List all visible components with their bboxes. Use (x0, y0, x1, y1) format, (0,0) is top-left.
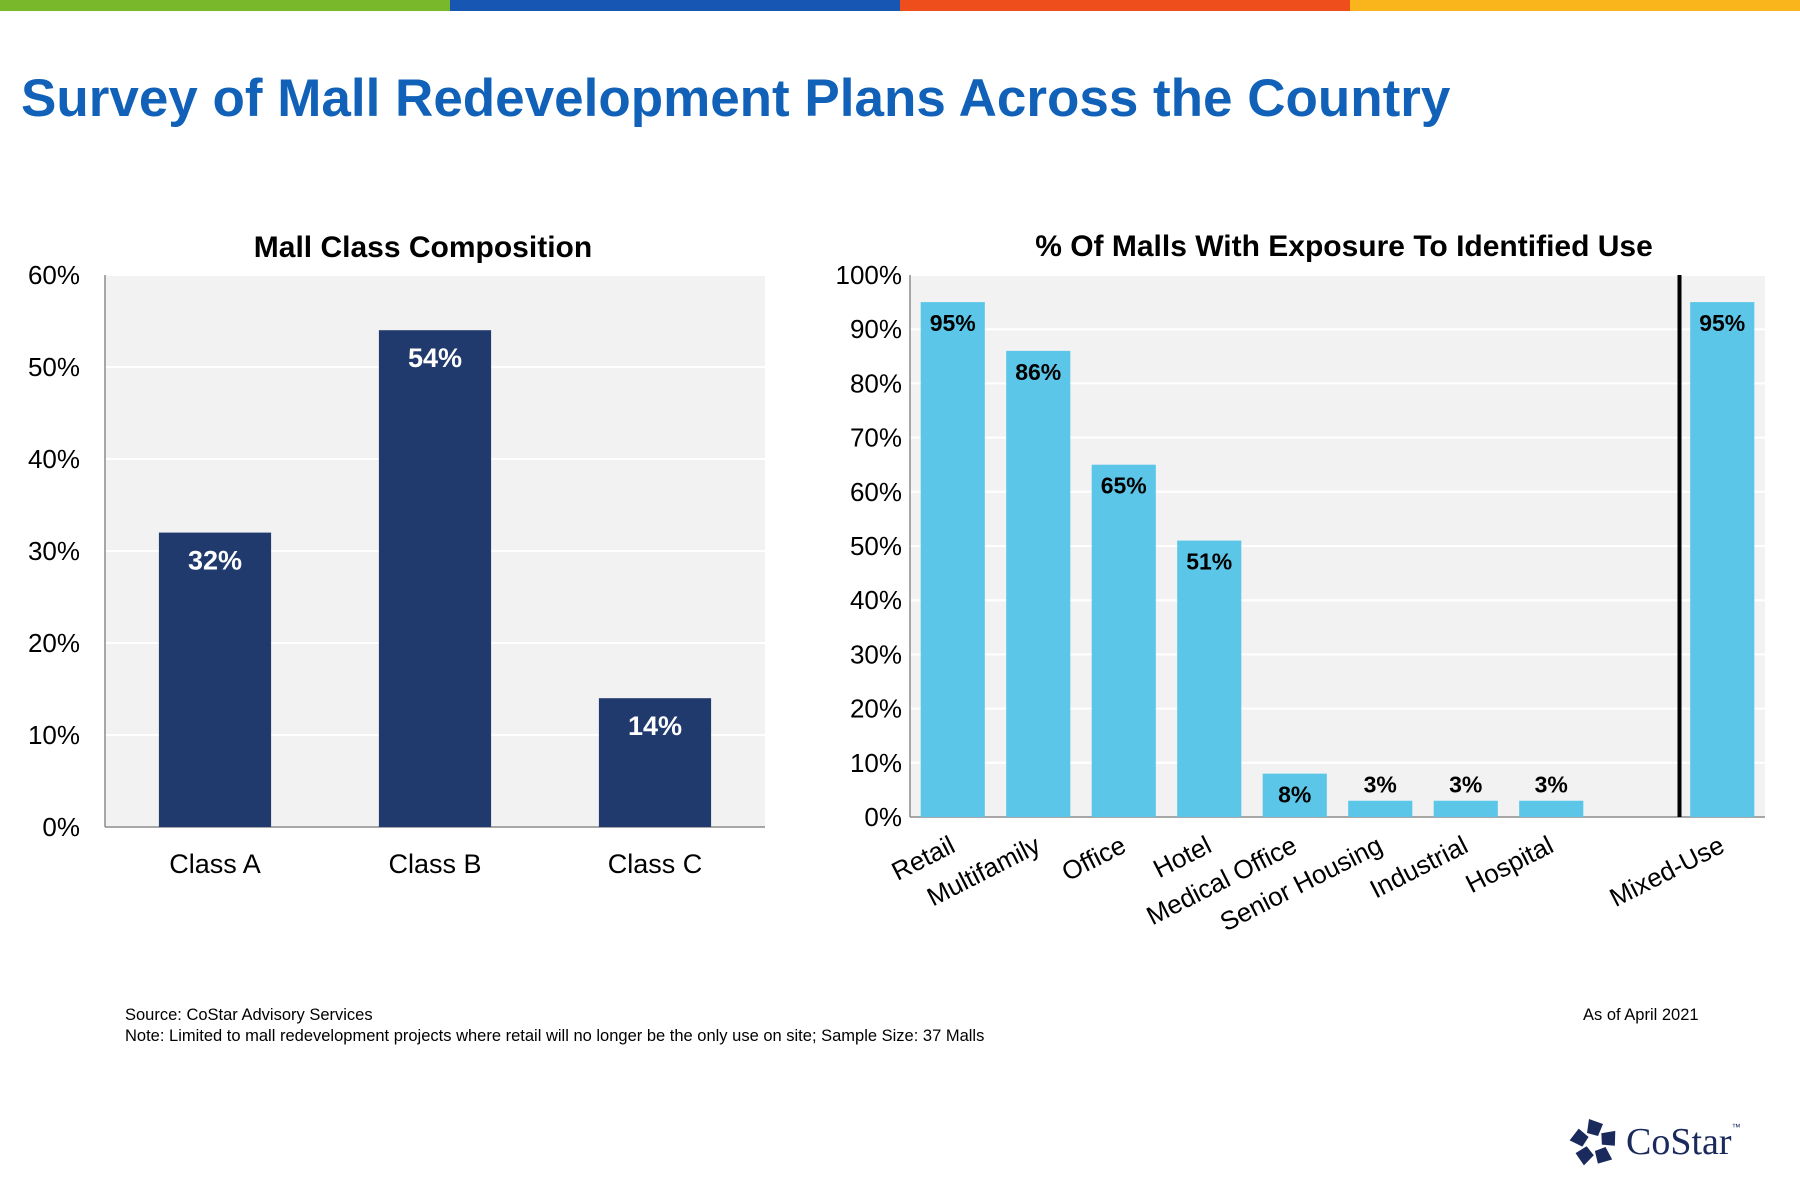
y-tick-label: 50% (28, 352, 80, 382)
bar (158, 532, 272, 827)
bar (1091, 464, 1156, 817)
page-title: Survey of Mall Redevelopment Plans Acros… (21, 69, 1451, 128)
y-tick-label: 0% (864, 802, 902, 832)
logo-petal (1587, 1119, 1603, 1136)
top-accent-bar (0, 0, 1800, 11)
as-of-date: As of April 2021 (1583, 1006, 1699, 1024)
y-tick-label: 10% (850, 748, 902, 778)
data-label: 8% (1278, 782, 1311, 808)
bar (1348, 800, 1413, 817)
accent-segment-blue (450, 0, 900, 11)
logo-petal (1601, 1130, 1616, 1146)
logo-wordmark: CoStar (1626, 1121, 1732, 1163)
costar-star-icon (1569, 1119, 1616, 1166)
x-tick-label: Class B (388, 849, 481, 879)
data-label: 14% (628, 711, 682, 741)
y-tick-label: 70% (850, 423, 902, 453)
y-tick-label: 80% (850, 368, 902, 398)
bar (1006, 350, 1071, 817)
accent-segment-orange (900, 0, 1350, 11)
bar (598, 698, 712, 827)
y-tick-label: 20% (28, 628, 80, 658)
y-tick-label: 40% (850, 585, 902, 615)
data-label: 86% (1015, 359, 1061, 385)
bar (1177, 540, 1242, 817)
data-label: 54% (408, 343, 462, 373)
mall-class-composition-chart: Mall Class Composition 0% 10% 20% 30% 40% 50% 6… (28, 231, 765, 879)
sample-note-text: Note: Limited to mall redevelopment proj… (125, 1027, 985, 1046)
chart-title: Mall Class Composition (254, 231, 592, 264)
malls-use-exposure-chart: % Of Malls With Exposure To Identified U… (836, 230, 1765, 937)
bar (920, 302, 985, 818)
data-label: 3% (1535, 772, 1568, 798)
x-tick-label: Hospital (1461, 830, 1558, 899)
logo-petal (1569, 1128, 1589, 1147)
source-note: Source: CoStar Advisory Services Note: L… (125, 1005, 984, 1048)
data-label: 32% (188, 546, 242, 576)
data-label: 95% (1699, 310, 1745, 336)
chart-title: % Of Malls With Exposure To Identified U… (1035, 230, 1653, 263)
costar-logo: CoStar™ (1566, 1115, 1746, 1175)
bar (1690, 302, 1755, 818)
y-tick-label: 30% (850, 639, 902, 669)
bar (1433, 800, 1498, 817)
data-label: 3% (1364, 772, 1397, 798)
data-label: 3% (1449, 772, 1482, 798)
data-label: 51% (1186, 549, 1232, 575)
y-tick-label: 40% (28, 444, 80, 474)
x-tick-label: Industrial (1365, 830, 1473, 905)
accent-segment-yellow (1350, 0, 1800, 11)
logo-trademark: ™ (1731, 1122, 1741, 1132)
y-tick-label: 20% (850, 694, 902, 724)
accent-segment-green (0, 0, 450, 11)
y-tick-label: 60% (850, 477, 902, 507)
x-tick-label: Mixed-Use (1605, 830, 1729, 913)
y-tick-label: 0% (42, 812, 80, 842)
y-tick-label: 30% (28, 536, 80, 566)
y-tick-label: 50% (850, 531, 902, 561)
x-tick-label: Class A (169, 849, 261, 879)
y-tick-label: 90% (850, 314, 902, 344)
source-text: Source: CoStar Advisory Services (125, 1006, 373, 1024)
bar (1519, 800, 1584, 817)
data-label: 95% (930, 310, 976, 336)
data-label: 65% (1101, 473, 1147, 499)
y-tick-label: 10% (28, 720, 80, 750)
y-tick-label: 100% (836, 260, 903, 290)
bar (1262, 773, 1327, 817)
x-tick-label: Office (1057, 830, 1131, 887)
x-tick-label: Class C (608, 849, 703, 879)
logo-petal (1575, 1146, 1594, 1166)
y-tick-label: 60% (28, 260, 80, 290)
bar (378, 330, 492, 827)
logo-petal (1594, 1146, 1613, 1164)
